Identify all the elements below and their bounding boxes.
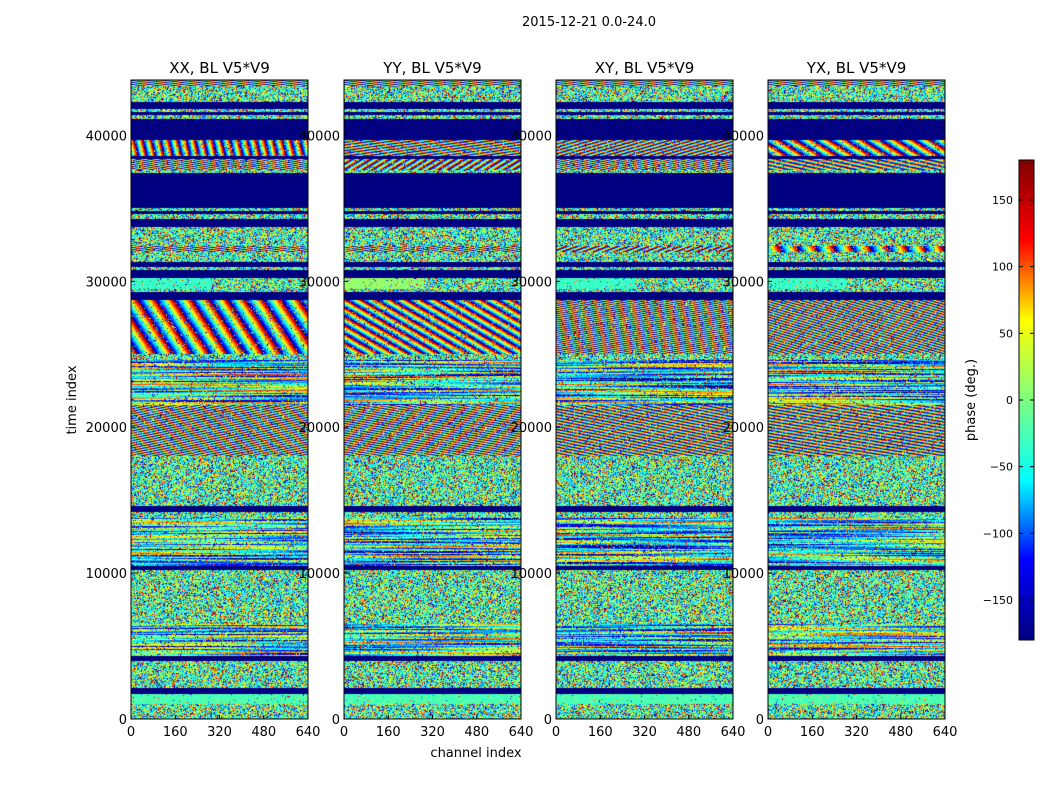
x-tick-label: 640	[509, 725, 534, 740]
y-tick-label: 20000	[723, 421, 764, 436]
colorbar-tick-label: −150	[983, 594, 1013, 607]
x-tick-label: 480	[251, 725, 276, 740]
colorbar-tick-label: −50	[990, 461, 1013, 474]
panel-title-1: XX, BL V5*V9	[169, 59, 270, 77]
colorbar-tick-label: 50	[999, 327, 1013, 340]
y-tick-label: 30000	[723, 275, 764, 290]
x-tick-label: 320	[420, 725, 445, 740]
panel-title-2: YY, BL V5*V9	[382, 59, 481, 77]
x-tick-label: 320	[207, 725, 232, 740]
colorbar-label: phase (deg.)	[964, 359, 979, 441]
colorbar: −150 −100 −50 0 50 100 150 phase (deg.)	[964, 159, 1035, 641]
y-tick-label: 10000	[86, 567, 127, 582]
y-tick-label: 0	[544, 713, 552, 728]
panel-title-3: XY, BL V5*V9	[595, 59, 695, 77]
heatmap-image-4	[768, 80, 945, 719]
y-tick-label: 30000	[299, 275, 340, 290]
x-tick-label: 160	[376, 725, 401, 740]
x-tick-label: 160	[588, 725, 613, 740]
y-tick-label: 40000	[723, 129, 764, 144]
colorbar-ticks: −150 −100 −50 0 50 100 150	[983, 194, 1034, 607]
colorbar-tick-label: 0	[1006, 394, 1013, 407]
figure-suptitle: 2015-12-21 0.0-24.0	[522, 15, 656, 30]
x-axis-label: channel index	[430, 746, 521, 761]
y-tick-label: 40000	[86, 129, 127, 144]
y-tick-label: 20000	[511, 421, 552, 436]
y-tick-label: 30000	[511, 275, 552, 290]
colorbar-tick-label: −100	[983, 527, 1013, 540]
x-tick-label: 640	[721, 725, 746, 740]
x-tick-label: 640	[933, 725, 958, 740]
y-tick-label: 20000	[86, 421, 127, 436]
y-tick-label: 0	[332, 713, 340, 728]
heatmap-image-2	[344, 80, 521, 719]
y-tick-label: 10000	[299, 567, 340, 582]
panel-title-4: YX, BL V5*V9	[806, 59, 907, 77]
x-tick-label: 0	[764, 725, 772, 740]
heatmap-image-3	[556, 80, 733, 719]
x-tick-label: 0	[340, 725, 348, 740]
y-tick-label: 40000	[511, 129, 552, 144]
panel-layer: XX, BL V5*V9 0 160 320 480 640 0 10000 20000 3000…	[86, 59, 958, 740]
y-tick-label: 0	[756, 713, 764, 728]
panel-3: XY, BL V5*V9 0 160 320 480 640 0 10000 20000 3000…	[511, 59, 746, 740]
x-tick-label: 0	[552, 725, 560, 740]
x-tick-label: 320	[632, 725, 657, 740]
y-tick-label: 10000	[723, 567, 764, 582]
y-tick-label: 40000	[299, 129, 340, 144]
panel-2: YY, BL V5*V9 0 160 320 480 640 0 10000 20000 3000…	[299, 59, 534, 740]
x-tick-label: 480	[888, 725, 913, 740]
x-tick-label: 160	[163, 725, 188, 740]
heatmap-image-1	[131, 80, 308, 719]
x-tick-label: 160	[800, 725, 825, 740]
x-tick-label: 480	[676, 725, 701, 740]
colorbar-tick-label: 150	[992, 194, 1013, 207]
panel-4: YX, BL V5*V9 0 160 320 480 640 0 10000 20000 3000…	[723, 59, 958, 740]
y-tick-label: 10000	[511, 567, 552, 582]
y-axis-label: time index	[65, 365, 80, 434]
y-tick-label: 20000	[299, 421, 340, 436]
colorbar-tick-label: 100	[992, 261, 1013, 274]
x-tick-label: 0	[127, 725, 135, 740]
x-tick-label: 320	[844, 725, 869, 740]
y-tick-label: 0	[119, 713, 127, 728]
x-tick-label: 480	[464, 725, 489, 740]
x-tick-label: 640	[296, 725, 321, 740]
panel-1: XX, BL V5*V9 0 160 320 480 640 0 10000 20000 3000…	[86, 59, 321, 740]
y-tick-label: 30000	[86, 275, 127, 290]
